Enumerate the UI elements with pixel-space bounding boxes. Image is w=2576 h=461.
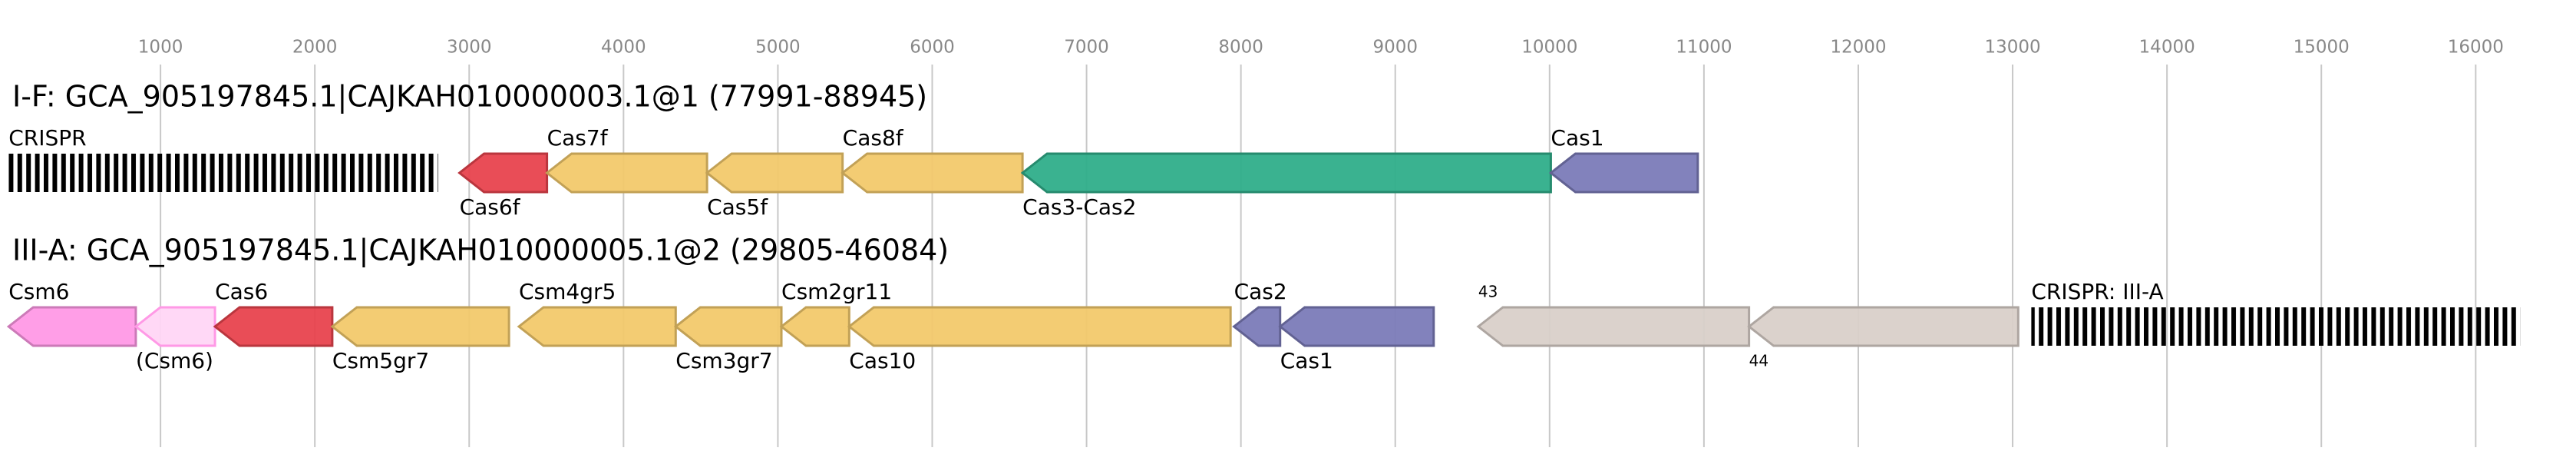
gene-label: Csm6 [8, 279, 69, 304]
gene-label: Cas8f [843, 125, 904, 151]
gene-arrow [705, 152, 844, 194]
gene-arrow [1476, 306, 1751, 347]
x-tick-label: 15000 [2294, 38, 2350, 58]
gene-arrow [457, 152, 549, 194]
gene-label: Cas7f [547, 125, 609, 151]
gene-label: Cas10 [849, 348, 916, 373]
gene-label: Csm5gr7 [332, 348, 429, 373]
gene-arrow [847, 306, 1232, 347]
gene-label: Cas6f [460, 194, 521, 220]
gene-arrow [545, 152, 708, 194]
gene-label: Cas3-Cas2 [1022, 194, 1136, 220]
crispr-array [8, 154, 438, 192]
x-tick-label: 2000 [292, 38, 338, 58]
gene-label: Cas1 [1280, 348, 1333, 373]
x-tick-label: 11000 [1676, 38, 1732, 58]
gene-arrow [779, 306, 850, 347]
gene-label: Csm2gr11 [781, 279, 892, 304]
gene-label: 43 [1478, 283, 1498, 301]
gene-arrow [841, 152, 1024, 194]
x-tick-label: 13000 [1984, 38, 2040, 58]
x-tick-label: 5000 [755, 38, 801, 58]
gene-label: Cas1 [1551, 125, 1603, 151]
gene-label: CRISPR: III-A [2031, 279, 2163, 304]
gene-arrow [673, 306, 783, 347]
x-tick-label: 12000 [1830, 38, 1886, 58]
x-tick-label: 4000 [601, 38, 646, 58]
x-tick-label: 8000 [1218, 38, 1263, 58]
gene-arrow [1747, 306, 2020, 347]
gene-arrow [517, 306, 677, 347]
x-tick-label: 14000 [2139, 38, 2195, 58]
x-tick-label: 7000 [1064, 38, 1109, 58]
gene-label: Csm4gr5 [519, 279, 616, 304]
gene-arrow [213, 306, 334, 347]
x-tick-label: 9000 [1372, 38, 1418, 58]
track-title: III-A: GCA_905197845.1|CAJKAH010000005.1… [12, 234, 949, 268]
x-tick-label: 6000 [910, 38, 955, 58]
x-tick-label: 16000 [2448, 38, 2504, 58]
gene-label: 44 [1749, 352, 1769, 370]
x-tick-label: 3000 [447, 38, 492, 58]
gene-arrow [1020, 152, 1552, 194]
gene-label: CRISPR [8, 125, 86, 151]
x-tick-label: 1000 [138, 38, 183, 58]
gene-arrow [6, 306, 137, 347]
gene-label: (Csm6) [136, 348, 213, 373]
gene-arrow [1278, 306, 1435, 347]
gene-label: Cas6 [215, 279, 268, 304]
track-title: I-F: GCA_905197845.1|CAJKAH010000003.1@1… [12, 80, 927, 114]
gene-arrow [134, 306, 216, 347]
gene-label: Csm3gr7 [675, 348, 772, 373]
crispr-array [2031, 307, 2521, 346]
gene-label: Cas5f [707, 194, 768, 220]
gene-label: Cas2 [1234, 279, 1287, 304]
gene-arrow [330, 306, 510, 347]
gene-arrow [1548, 152, 1699, 194]
x-tick-label: 10000 [1521, 38, 1577, 58]
